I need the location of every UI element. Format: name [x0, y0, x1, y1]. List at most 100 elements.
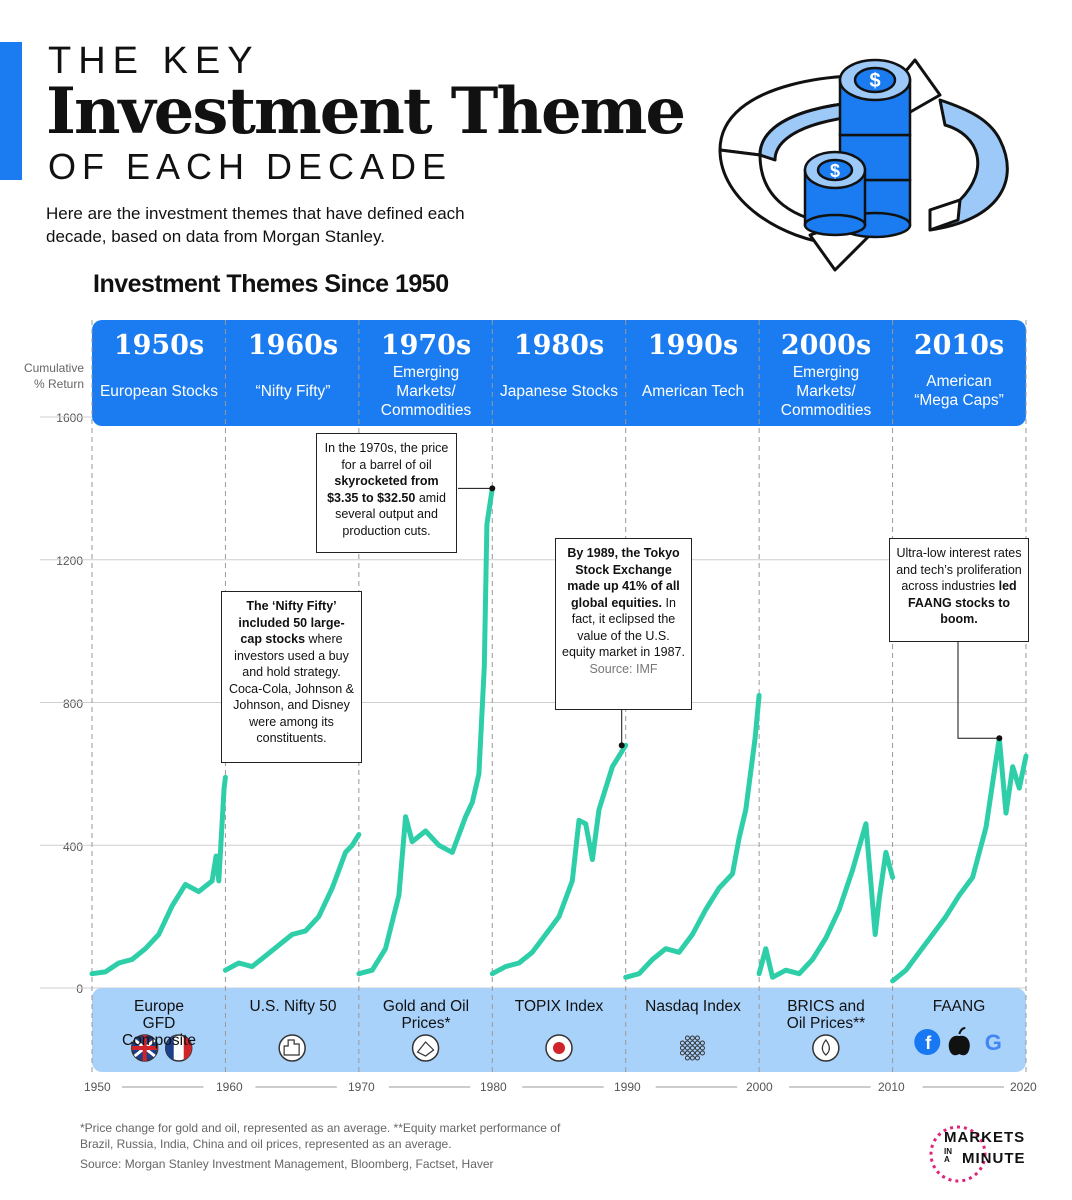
callout-bold: led FAANG stocks to boom.	[907, 579, 1017, 626]
skyline-icon	[283, 1039, 300, 1056]
callout-text: where investors used a buy and hold stra…	[228, 632, 355, 745]
logo-text: MARKETS	[944, 1129, 1026, 1146]
series-line-1980s	[489, 742, 629, 977]
index-name: Gold and Oil Prices*	[382, 998, 470, 1032]
japan-flag-icon	[553, 1042, 565, 1054]
callout-text: amid several output and production cuts.	[335, 490, 446, 538]
decade-label-1980s: 1980s	[513, 330, 605, 361]
x-tick-label: 2000	[746, 1080, 773, 1094]
google-icon: G	[985, 1030, 1002, 1055]
subtitle: Here are the investment themes that have…	[46, 204, 465, 246]
decade-theme: Emerging Markets/ Commodities	[780, 363, 872, 419]
callout-faang: Ultra-low interest rates and tech’s prol…	[889, 538, 1029, 642]
decade-theme: European Stocks	[99, 382, 219, 400]
series-line-1960s	[222, 832, 362, 973]
series-line-2010s	[890, 735, 1029, 984]
x-tick-label: 1950	[84, 1080, 111, 1094]
decade-label-2010s: 2010s	[913, 330, 1005, 361]
decade-label-1950s: 1950s	[113, 330, 205, 361]
markets-in-a-minute-logo: MARKETS IN A MINUTE	[928, 1124, 1058, 1184]
network-icon	[699, 1050, 705, 1056]
decade-theme: American “Mega Caps”	[914, 373, 1004, 409]
x-tick-label: 2020	[1010, 1080, 1037, 1094]
decade-label-1960s: 1960s	[247, 330, 339, 361]
callout-tokyo: By 1989, the Tokyo Stock Exchange made u…	[555, 538, 692, 710]
callout-bold: The ‘Nifty Fifty’ included 50 large-cap …	[238, 599, 345, 646]
x-tick-label: 1980	[480, 1080, 507, 1094]
decade-label-1970s: 1970s	[380, 330, 472, 361]
callout-marker	[618, 742, 625, 749]
france-flag-icon	[165, 1036, 174, 1060]
svg-text:$: $	[869, 70, 880, 92]
index-footer-band	[92, 988, 1026, 1072]
network-icon	[684, 1045, 690, 1051]
svg-text:$: $	[830, 161, 840, 181]
callout-nifty-fifty: The ‘Nifty Fifty’ included 50 large-cap …	[221, 591, 362, 763]
network-icon	[694, 1035, 700, 1041]
network-icon	[699, 1040, 705, 1046]
title-line-2: Investment Theme	[46, 74, 686, 149]
network-icon	[689, 1055, 695, 1061]
gold-bars-icon	[416, 1041, 435, 1057]
x-tick-label: 2010	[878, 1080, 905, 1094]
index-name: Nasdaq Index	[645, 998, 741, 1015]
coins-cycle-illustration: $ $	[718, 58, 1009, 272]
network-icon	[694, 1040, 700, 1046]
network-icon	[684, 1055, 690, 1061]
series-line-2000s	[756, 821, 896, 980]
network-icon	[689, 1035, 695, 1041]
y-tick-label: 400	[62, 840, 83, 854]
title-line-3: OF EACH DECADE	[48, 146, 453, 187]
network-icon	[689, 1040, 695, 1046]
index-name: Europe GFD Composite	[121, 998, 197, 1049]
callout-marker	[489, 485, 496, 492]
x-tick-label: 1990	[614, 1080, 641, 1094]
y-axis-title: Cumulative % Return	[23, 361, 84, 391]
decade-label-1990s: 1990s	[647, 330, 739, 361]
title-line-1: THE KEY	[48, 40, 260, 82]
network-icon	[689, 1050, 695, 1056]
y-tick-label: 1200	[56, 554, 83, 568]
series-line-1990s	[623, 692, 762, 980]
index-name: U.S. Nifty 50	[249, 998, 337, 1015]
index-name: FAANG	[932, 998, 986, 1015]
y-tick-label: 800	[62, 697, 83, 711]
network-icon	[679, 1050, 685, 1056]
apple-icon	[958, 1027, 966, 1035]
gold-bars-icon	[411, 1034, 440, 1062]
apple-icon	[948, 1035, 970, 1056]
skyline-icon	[278, 1034, 306, 1062]
network-icon	[699, 1045, 705, 1051]
y-tick-label: 1600	[56, 411, 83, 425]
callout-bold: skyrocketed from $3.35 to $32.50	[327, 474, 439, 505]
callout-leader	[957, 642, 1000, 739]
logo-text: IN A	[944, 1147, 952, 1164]
callout-marker	[996, 735, 1003, 742]
logo-text: MINUTE	[962, 1150, 1026, 1167]
callout-bold: By 1989, the Tokyo Stock Exchange made u…	[567, 546, 680, 610]
footnote: *Price change for gold and oil, represen…	[80, 1121, 561, 1151]
decade-theme: “Nifty Fifty”	[255, 382, 331, 400]
network-icon	[694, 1050, 700, 1056]
decade-label-2000s: 2000s	[780, 330, 872, 361]
network-icon	[684, 1050, 690, 1056]
france-flag-icon	[183, 1036, 192, 1060]
y-tick-label: 0	[76, 982, 83, 996]
index-name: TOPIX Index	[514, 998, 604, 1015]
network-icon	[684, 1035, 690, 1041]
series-line-1970s	[356, 485, 495, 977]
x-tick-label: 1970	[348, 1080, 375, 1094]
network-icon	[679, 1045, 685, 1051]
series-line-1950s	[89, 774, 228, 977]
callout-oil: In the 1970s, the price for a barrel of …	[316, 433, 457, 553]
oil-drop-icon	[821, 1039, 830, 1056]
decade-theme: Japanese Stocks	[499, 382, 619, 400]
x-tick-label: 1960	[216, 1080, 243, 1094]
callout-text: In the 1970s, the price for a barrel of …	[324, 441, 449, 472]
network-icon	[689, 1045, 695, 1051]
oil-drop-icon	[812, 1034, 840, 1062]
accent-bar	[0, 42, 22, 180]
decade-theme: Emerging Markets/ Commodities	[380, 363, 472, 419]
callout-text: In fact, it eclipsed the value of the U.…	[562, 595, 685, 660]
